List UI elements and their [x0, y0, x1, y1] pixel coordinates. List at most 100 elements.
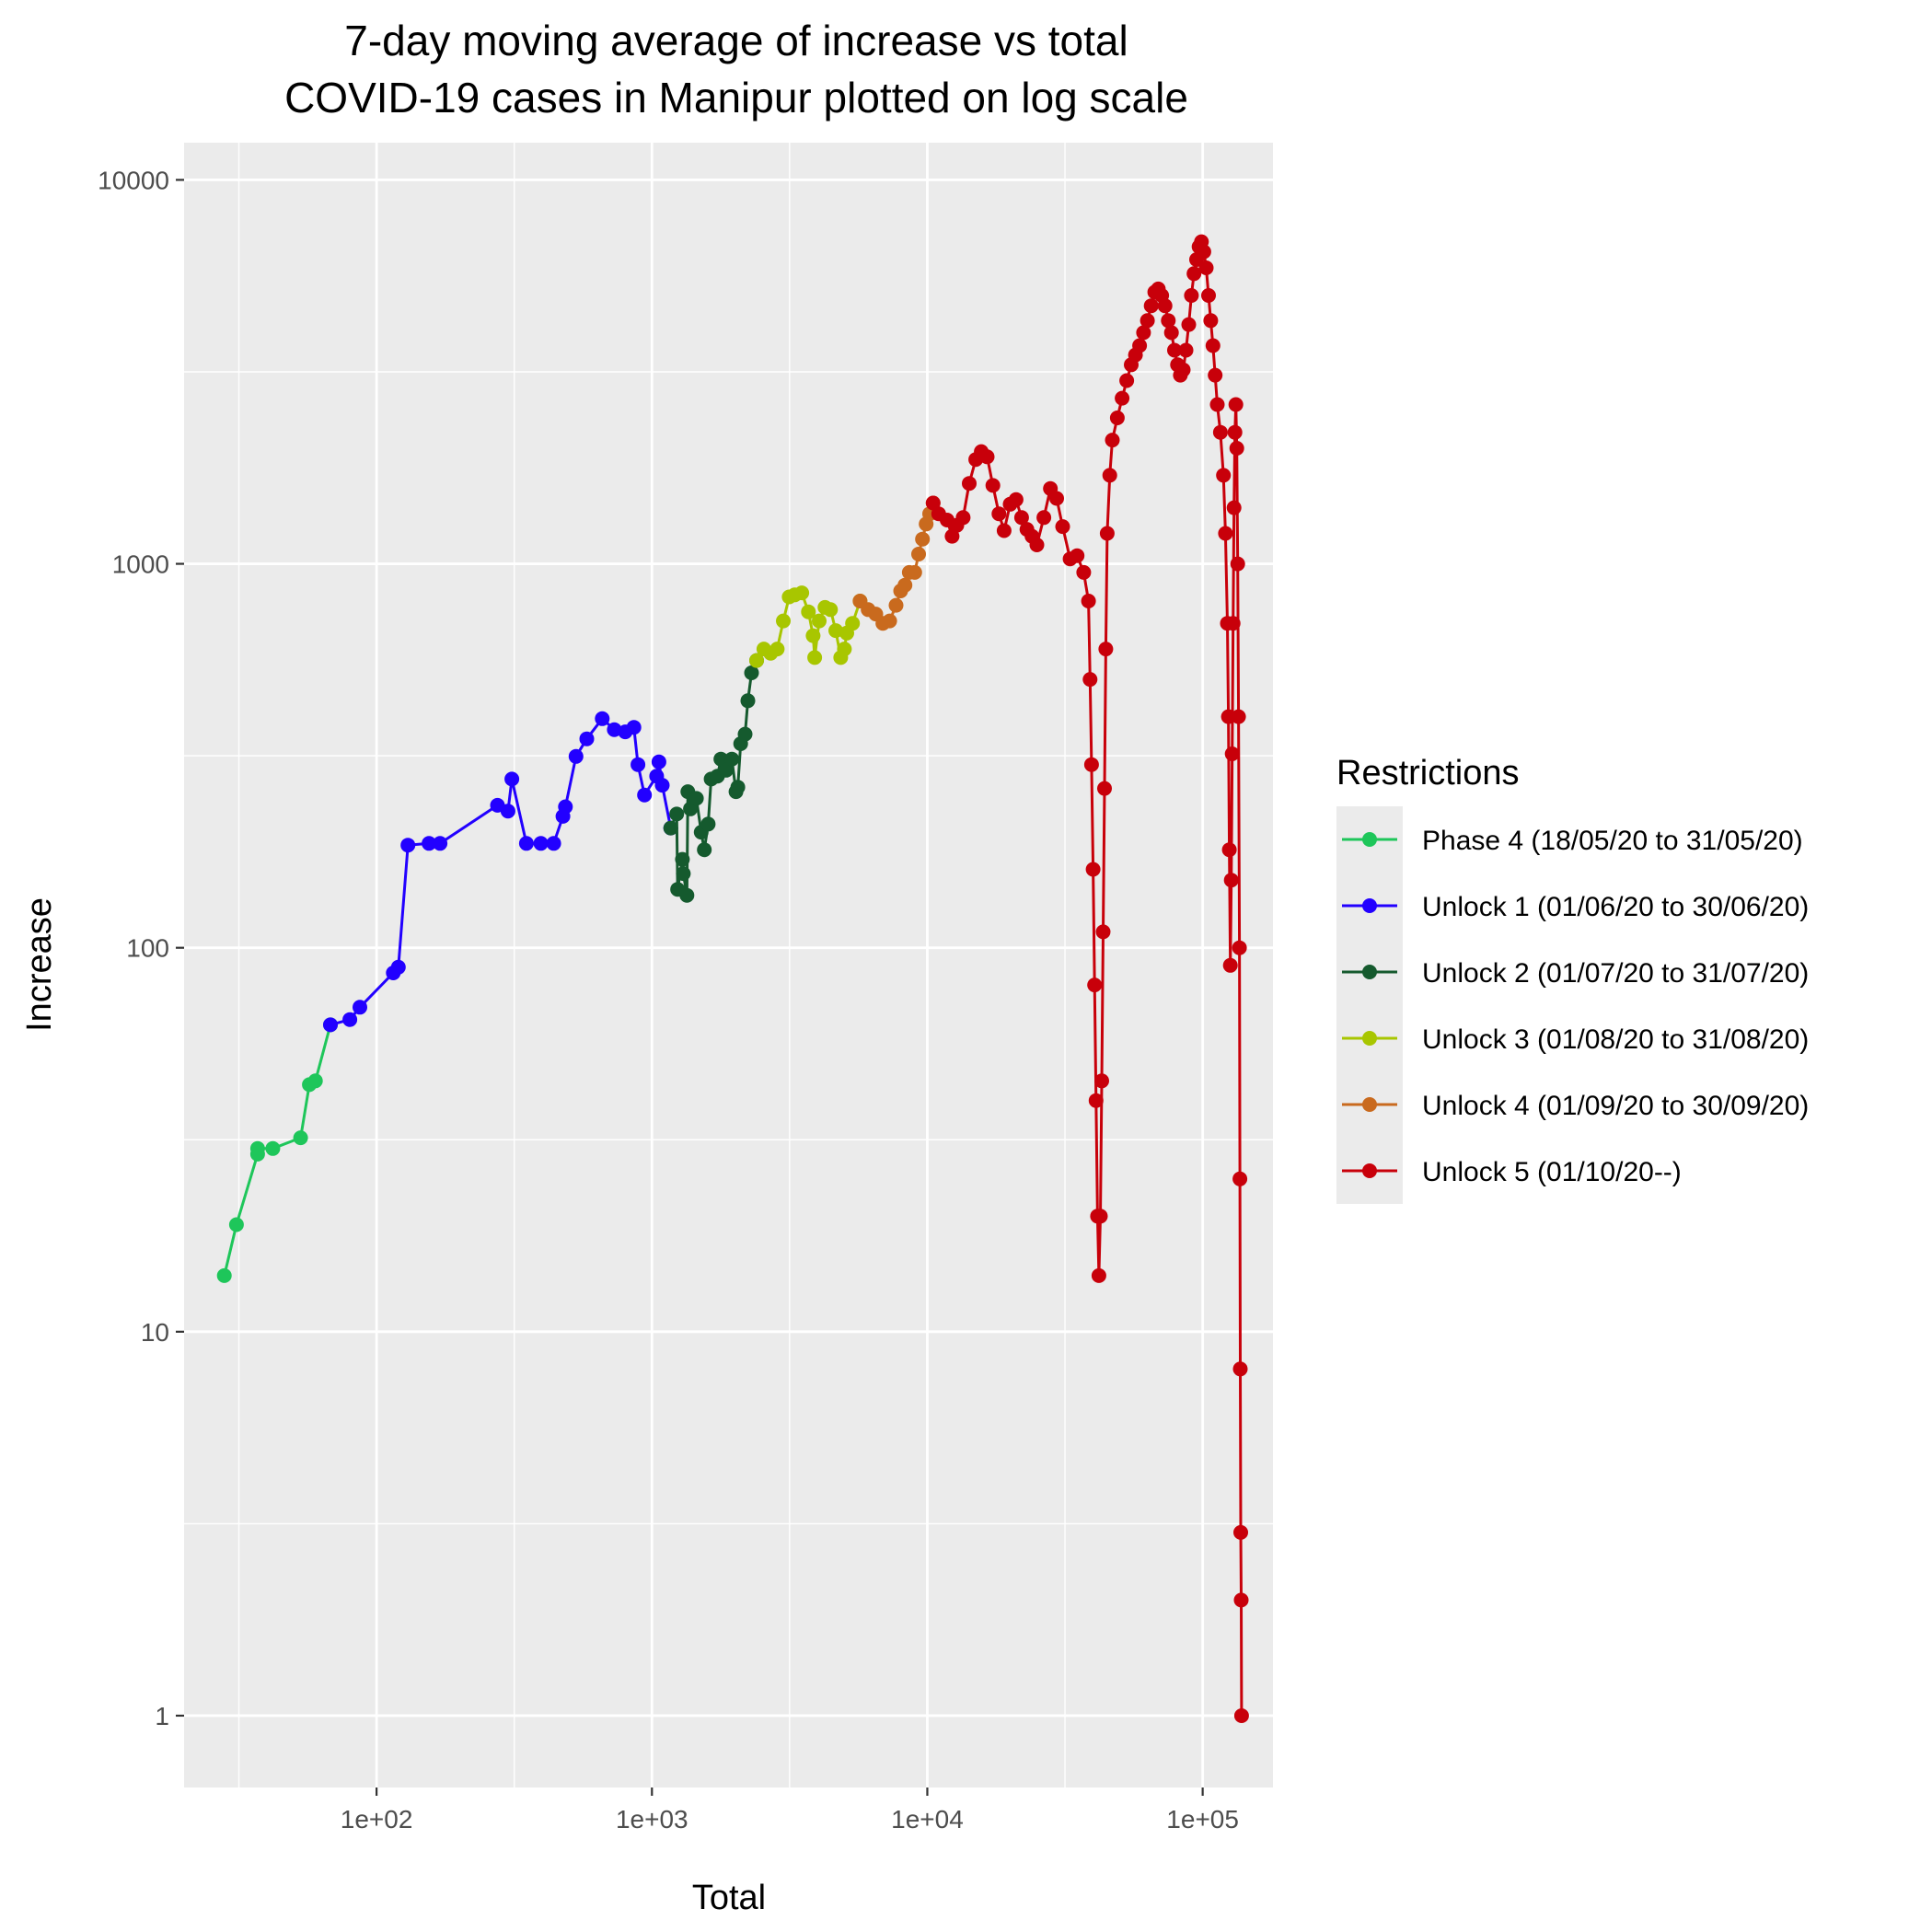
legend-label: Unlock 1 (01/06/20 to 30/06/20)	[1422, 892, 1809, 922]
data-point	[1225, 616, 1241, 631]
legend-key-point	[1362, 832, 1377, 847]
data-point	[1140, 313, 1155, 329]
legend-label: Unlock 3 (01/08/20 to 31/08/20)	[1422, 1024, 1809, 1055]
data-point	[962, 476, 977, 492]
data-point	[1070, 548, 1085, 563]
legend-label: Unlock 2 (01/07/20 to 31/07/20)	[1422, 958, 1809, 989]
data-point	[1233, 1524, 1248, 1540]
data-point	[985, 478, 1001, 493]
y-tick-label: 1000	[112, 550, 169, 579]
y-tick-label: 10000	[98, 166, 169, 194]
data-point	[1230, 556, 1245, 572]
data-point	[1143, 298, 1159, 314]
data-point	[1178, 342, 1194, 358]
legend-key-point	[1362, 965, 1377, 979]
data-point	[769, 642, 785, 657]
data-point	[558, 799, 573, 815]
y-tick-label: 1	[155, 1702, 169, 1730]
plot-panel	[184, 143, 1273, 1787]
legend-items: Phase 4 (18/05/20 to 31/05/20) Unlock 1 (…	[1342, 826, 1809, 1187]
data-point	[504, 771, 520, 787]
legend-key-background	[1336, 806, 1403, 1204]
data-point	[400, 838, 416, 853]
data-point	[663, 820, 678, 836]
data-point	[390, 959, 406, 975]
data-point	[812, 613, 827, 629]
legend-item: Unlock 3 (01/08/20 to 31/08/20)	[1342, 1024, 1809, 1055]
data-point	[1184, 288, 1199, 303]
data-point	[740, 693, 756, 709]
data-point	[1233, 1708, 1249, 1723]
data-point	[1208, 367, 1223, 383]
data-point	[979, 449, 995, 465]
data-point	[307, 1073, 323, 1089]
data-point	[675, 851, 690, 867]
x-axis-title: Total	[692, 1879, 766, 1917]
data-point	[1095, 924, 1111, 940]
legend-key-point	[1362, 1097, 1377, 1112]
data-point	[794, 585, 810, 601]
data-point	[1094, 1073, 1109, 1089]
data-point	[1119, 373, 1135, 388]
series-5	[852, 495, 941, 631]
legend: Restrictions Phase 4 (18/05/20 to 31/05/…	[1336, 754, 1809, 1204]
data-point	[776, 613, 791, 629]
series-2	[323, 711, 678, 1033]
data-point	[1093, 1209, 1108, 1224]
data-point	[724, 751, 740, 767]
data-point	[1205, 338, 1221, 353]
data-point	[1201, 288, 1216, 303]
data-point	[637, 787, 653, 803]
data-point	[654, 778, 670, 793]
data-point	[1098, 642, 1114, 657]
data-point	[1196, 244, 1211, 260]
data-point	[1082, 672, 1098, 688]
data-point	[955, 510, 971, 526]
data-point	[342, 1012, 358, 1027]
data-point	[1097, 781, 1112, 796]
data-point	[676, 866, 691, 882]
data-point	[1229, 441, 1244, 456]
y-tick-label: 100	[126, 934, 169, 963]
x-tick-label: 1e+05	[1166, 1805, 1239, 1834]
data-point	[1232, 1361, 1248, 1377]
chart-title: 7-day moving average of increase vs tota…	[344, 17, 1128, 64]
data-point	[688, 791, 704, 806]
y-axis-title: Increase	[20, 897, 59, 1032]
data-point	[1186, 266, 1202, 282]
legend-key-point	[1362, 898, 1377, 913]
data-point	[730, 780, 746, 795]
data-point	[1136, 325, 1151, 341]
data-point	[1049, 491, 1064, 506]
data-point	[1029, 538, 1045, 552]
data-point	[651, 754, 666, 769]
data-point	[845, 616, 861, 631]
data-point	[1231, 709, 1246, 724]
data-point	[1221, 842, 1237, 858]
data-point	[1232, 940, 1247, 955]
data-point	[1222, 957, 1238, 973]
legend-item: Phase 4 (18/05/20 to 31/05/20)	[1342, 826, 1803, 856]
x-tick-label: 1e+04	[891, 1805, 964, 1834]
legend-item: Unlock 4 (01/09/20 to 30/09/20)	[1342, 1091, 1809, 1121]
series-4	[749, 585, 868, 668]
data-point	[996, 523, 1012, 538]
data-point	[801, 604, 816, 619]
data-point	[1081, 594, 1096, 608]
data-point	[897, 577, 913, 593]
data-point	[265, 1140, 281, 1156]
data-point	[1224, 746, 1240, 761]
legend-label: Unlock 4 (01/09/20 to 30/09/20)	[1422, 1091, 1809, 1121]
series-3	[663, 653, 764, 903]
data-point	[595, 711, 610, 726]
data-point	[568, 748, 584, 764]
series-layer	[216, 234, 1249, 1723]
data-point	[882, 613, 897, 629]
data-point	[737, 726, 753, 742]
data-point	[1227, 424, 1243, 440]
y-tick-label: 10	[141, 1318, 169, 1347]
data-point	[1167, 342, 1182, 358]
data-point	[518, 836, 534, 851]
data-point	[422, 836, 437, 851]
